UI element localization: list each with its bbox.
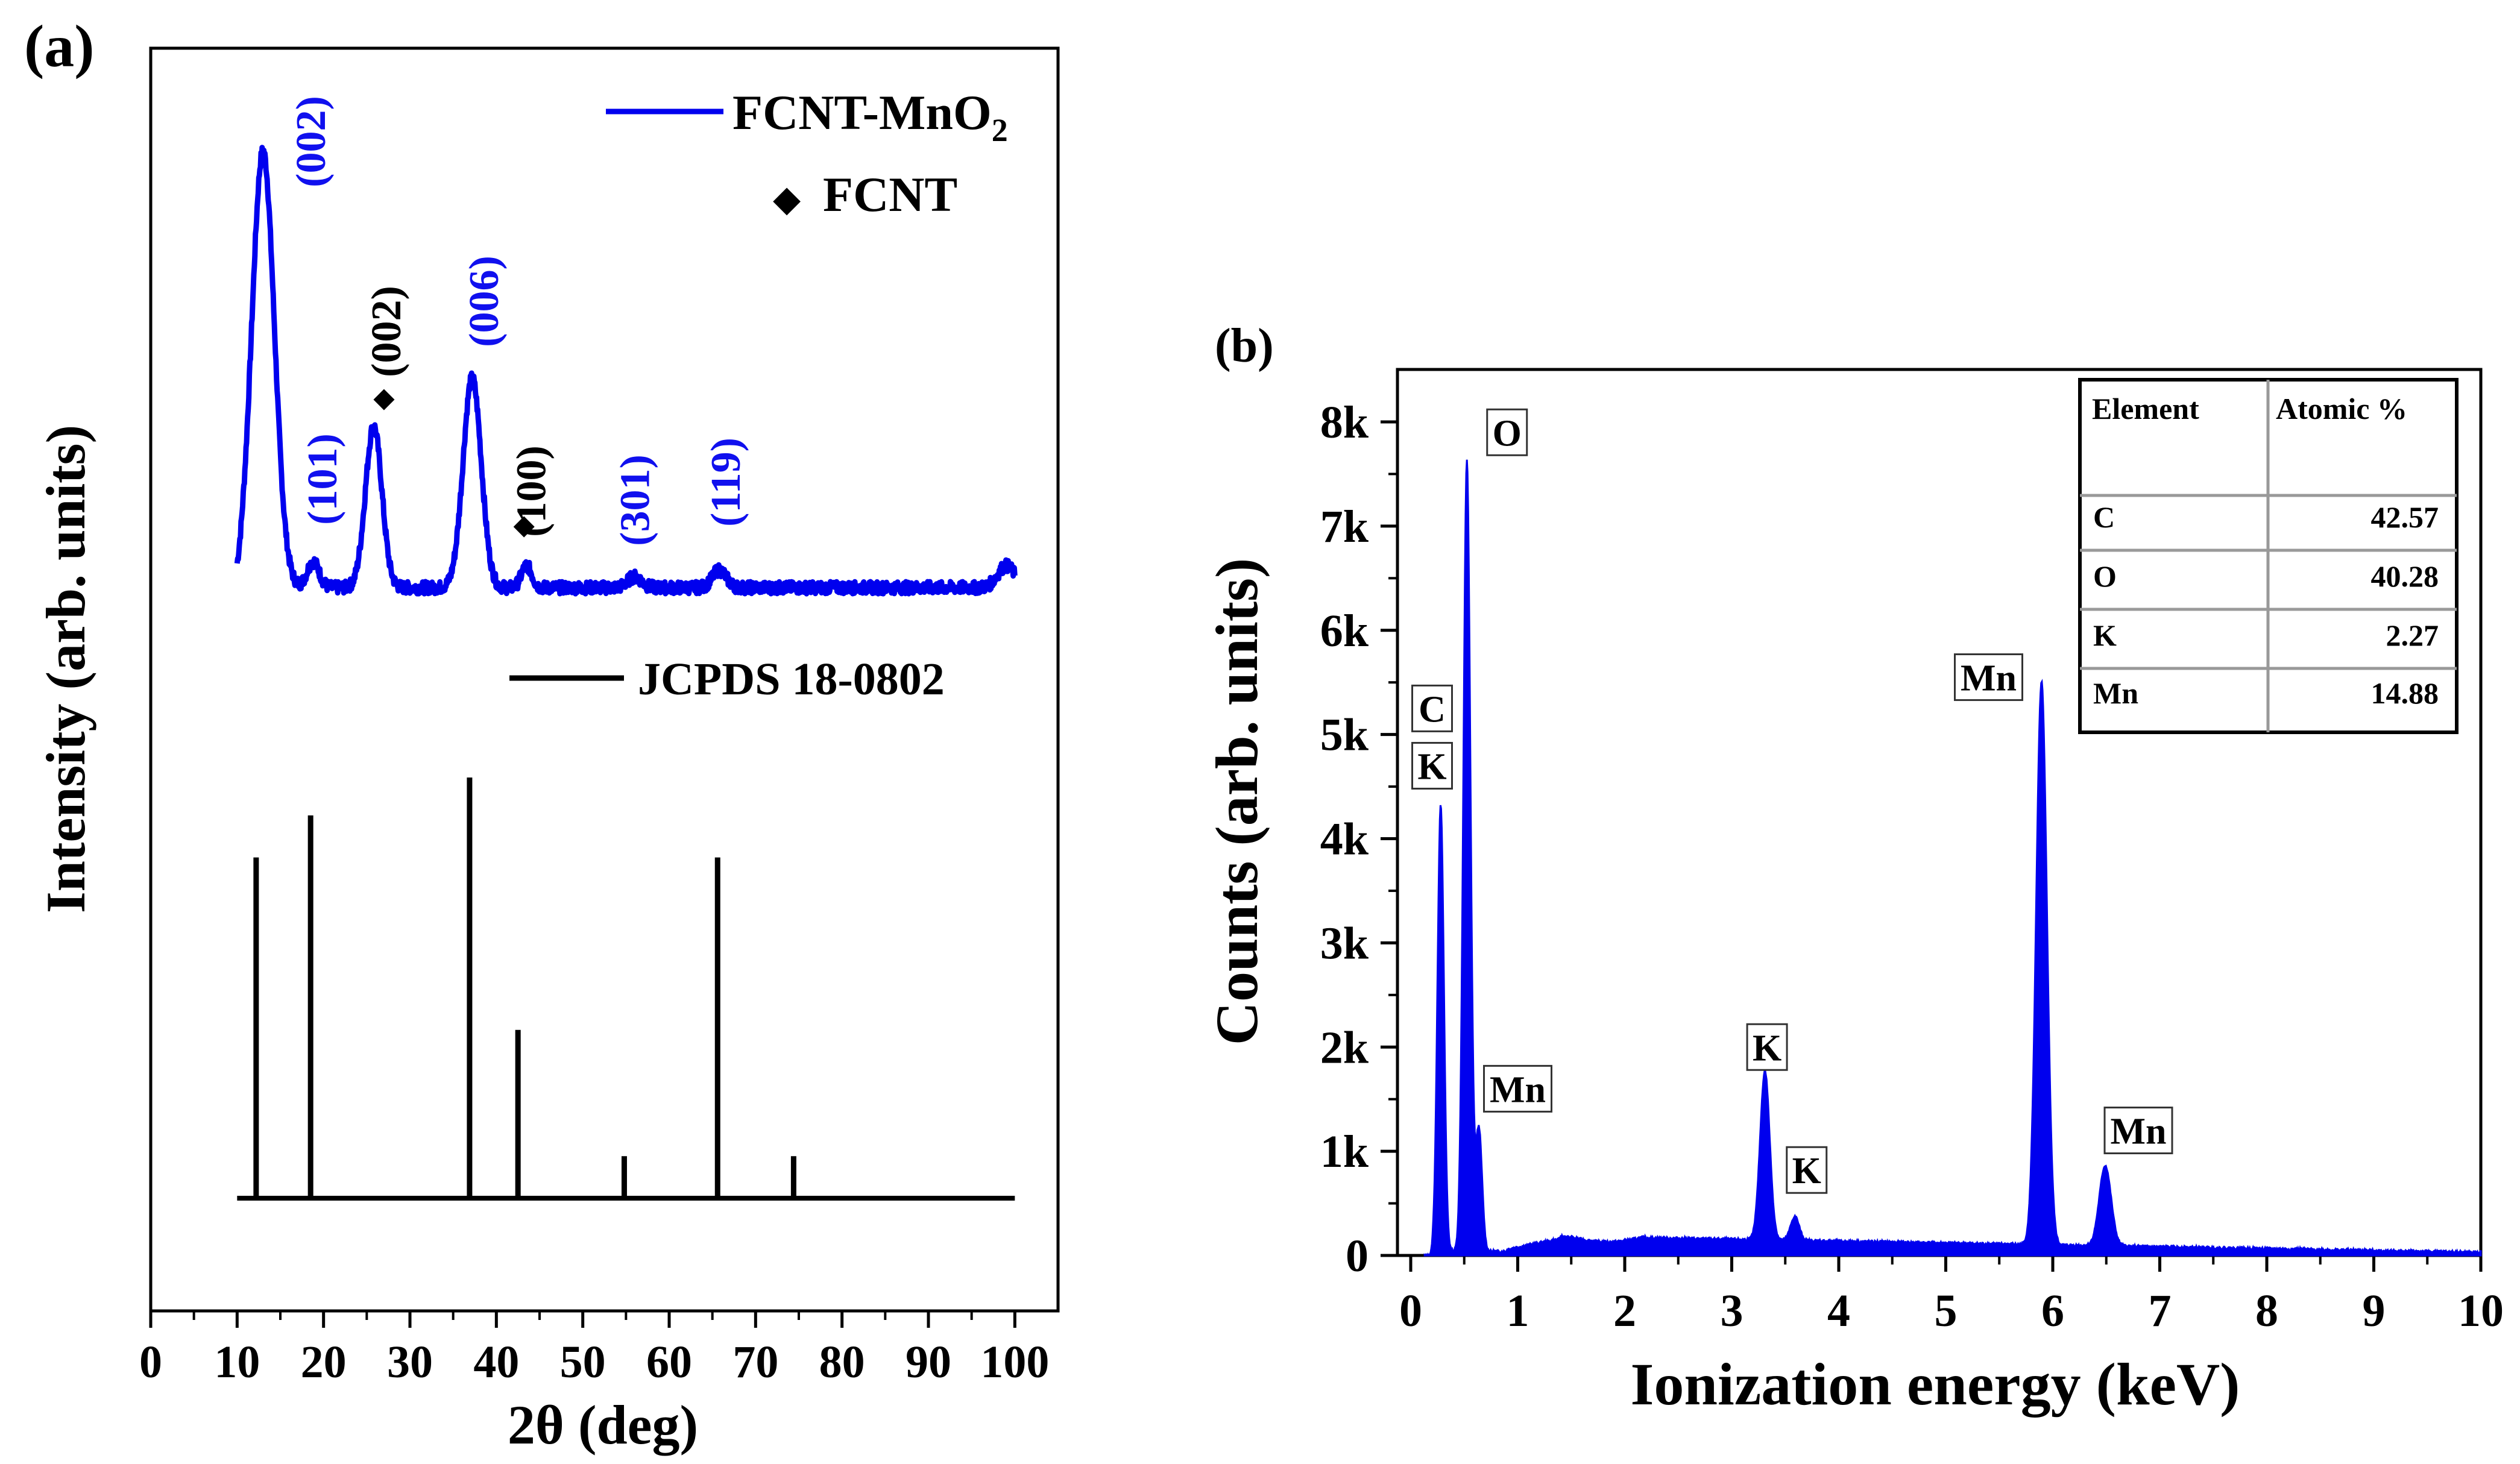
eds-label-box xyxy=(2103,1107,2173,1155)
legend-marker-fcnt: ◆ xyxy=(773,179,801,219)
y-tick-label: 1k xyxy=(1320,1126,1369,1177)
hkl-annotation: (101) xyxy=(300,433,346,525)
eds-peak-label: Mn xyxy=(2103,1107,2173,1155)
x-tick-label: 4 xyxy=(1827,1286,1850,1336)
eds-label-box xyxy=(1486,408,1528,456)
eds-peak-label: K xyxy=(1746,1023,1788,1071)
x-tick-label: 10 xyxy=(214,1337,260,1387)
table-cell-value: 40.28 xyxy=(2371,559,2439,593)
y-tick-label: 8k xyxy=(1320,397,1369,448)
panel-b-eds-chart: (b) 0 1 2 3 4 5 6 7 8 9 10 0 1k 2k 3k 4k 5k 6k 7k 8k Ioniz… xyxy=(1203,319,2504,1418)
eds-spectrum-fill xyxy=(1423,459,2482,1257)
y-tick-label: 5k xyxy=(1320,710,1369,761)
hkl-annotation: (100) xyxy=(509,445,555,537)
xrd-series-line xyxy=(234,145,1018,597)
x-tick-label: 70 xyxy=(732,1337,778,1387)
panel-b-y-axis: 0 1k 2k 3k 4k 5k 6k 7k 8k xyxy=(1320,397,1397,1281)
eds-label-box xyxy=(1411,684,1453,732)
x-tick-label: 7 xyxy=(2149,1286,2172,1336)
panel-a-x-axis: 0 10 20 30 40 50 60 70 80 90 100 xyxy=(139,1311,1049,1387)
eds-peak-label: C xyxy=(1411,684,1453,732)
y-tick-label: 7k xyxy=(1320,501,1369,552)
table-cell-value: 14.88 xyxy=(2371,676,2439,710)
x-tick-label: 0 xyxy=(139,1337,162,1387)
panel-b-x-axis: 0 1 2 3 4 5 6 7 8 9 10 xyxy=(1399,1255,2504,1336)
eds-label-text: K xyxy=(1792,1151,1821,1192)
eds-peak-label: Mn xyxy=(1483,1064,1552,1113)
table-cell-element: Mn xyxy=(2093,676,2138,710)
y-tick-label: 3k xyxy=(1320,918,1369,969)
hkl-annotation: (301) xyxy=(613,454,659,546)
y-tick-label: 0 xyxy=(1346,1231,1369,1281)
fcnt-diamond-marker: ◆ xyxy=(514,509,535,540)
eds-label-box xyxy=(1411,741,1453,790)
x-tick-label: 90 xyxy=(906,1337,951,1387)
y-tick-label: 4k xyxy=(1320,814,1369,865)
y-tick-label: 6k xyxy=(1320,606,1369,656)
legend-label-fcnt: FCNT xyxy=(823,167,957,222)
table-header-atomic: Atomic % xyxy=(2276,392,2407,426)
table-header-element: Element xyxy=(2092,392,2199,426)
hkl-annotation: (119) xyxy=(703,438,749,527)
panel-a-legend: FCNT-MnO2 ◆ FCNT JCPDS 18-0802 xyxy=(509,85,1008,705)
x-tick-label: 20 xyxy=(301,1337,347,1387)
legend-label-fcnt-mno2: FCNT-MnO2 xyxy=(732,85,1008,148)
x-tick-label: 30 xyxy=(387,1337,433,1387)
eds-label-text: Mn xyxy=(1961,658,2017,699)
eds-label-box xyxy=(1483,1064,1552,1113)
reference-sticks xyxy=(237,778,1015,1201)
eds-label-box xyxy=(1746,1023,1788,1071)
peak-annotations: (002) (101) (002) (006) (100) (301) (119) xyxy=(288,96,749,546)
eds-label-text: K xyxy=(1417,746,1446,787)
fcnt-markers: ◆◆ xyxy=(373,382,535,540)
x-tick-label: 50 xyxy=(560,1337,606,1387)
eds-label-box xyxy=(1954,653,2023,702)
hkl-annotation: (002) xyxy=(288,96,335,187)
eds-label-text: C xyxy=(1419,689,1446,730)
eds-label-box xyxy=(1786,1146,1828,1194)
y-tick-label: 2k xyxy=(1320,1022,1369,1073)
table-cell-element: O xyxy=(2093,559,2117,593)
panel-a-plot-frame xyxy=(149,46,1060,1313)
x-tick-label: 0 xyxy=(1399,1286,1422,1336)
table-cell-element: C xyxy=(2093,500,2115,534)
panel-a-y-axis-label: Intensity (arb. units) xyxy=(35,425,96,913)
x-tick-label: 9 xyxy=(2363,1286,2386,1336)
table-cell-value: 42.57 xyxy=(2371,500,2439,534)
panel-b-label: (b) xyxy=(1215,319,1274,372)
legend-label-jcpds: JCPDS 18-0802 xyxy=(638,654,945,705)
x-tick-label: 1 xyxy=(1507,1286,1529,1336)
eds-peak-label: Mn xyxy=(1954,653,2023,702)
eds-label-text: K xyxy=(1753,1028,1781,1069)
hkl-annotation: (006) xyxy=(461,256,508,347)
eds-peak-label: K xyxy=(1786,1146,1828,1194)
x-tick-label: 3 xyxy=(1721,1286,1744,1336)
x-tick-label: 10 xyxy=(2458,1286,2504,1336)
eds-label-text: Mn xyxy=(2111,1111,2167,1152)
eds-peak-label: O xyxy=(1486,408,1528,456)
x-tick-label: 60 xyxy=(646,1337,692,1387)
x-tick-label: 80 xyxy=(819,1337,865,1387)
panel-b-y-axis-label: Counts (arb. units) xyxy=(1203,558,1270,1046)
panel-a-label: (a) xyxy=(24,13,95,80)
x-tick-label: 40 xyxy=(473,1337,519,1387)
x-tick-label: 6 xyxy=(2041,1286,2064,1336)
x-tick-label: 8 xyxy=(2255,1286,2278,1336)
fcnt-diamond-marker: ◆ xyxy=(373,382,395,413)
panel-a-xrd-chart: (a) 0 10 20 30 40 50 60 70 80 90 100 2θ (deg) Inte… xyxy=(24,13,1060,1456)
eds-label-text: Mn xyxy=(1490,1069,1546,1110)
hkl-annotation: (002) xyxy=(364,286,410,377)
eds-label-text: O xyxy=(1493,413,1522,454)
x-tick-label: 2 xyxy=(1613,1286,1636,1336)
x-tick-label: 100 xyxy=(980,1337,1049,1387)
panel-a-x-axis-label: 2θ (deg) xyxy=(508,1394,698,1456)
x-tick-label: 5 xyxy=(1935,1286,1958,1336)
eds-peak-label: K xyxy=(1411,741,1453,790)
table-cell-element: K xyxy=(2093,618,2117,652)
table-cell-value: 2.27 xyxy=(2386,618,2439,652)
panel-b-x-axis-label: Ionization energy (keV) xyxy=(1631,1351,2240,1418)
composition-table: Element Atomic % C 42.57 O 40.28 K 2.27 … xyxy=(2078,378,2459,734)
